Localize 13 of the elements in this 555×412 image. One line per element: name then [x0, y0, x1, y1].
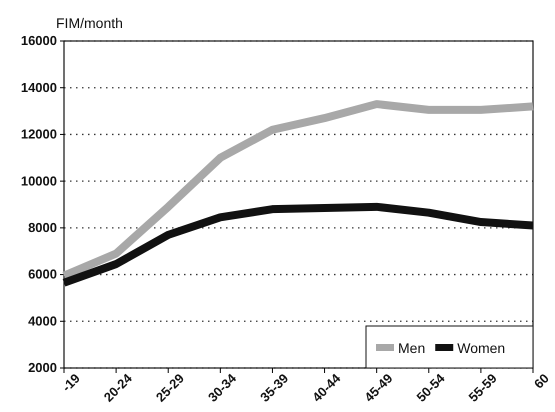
y-axis-title: FIM/month: [56, 15, 123, 31]
y-tick-label: 14000: [20, 80, 57, 95]
y-tick-label: 16000: [20, 33, 57, 48]
x-tick-label: -19: [58, 370, 83, 395]
legend-label: Men: [398, 340, 426, 356]
y-tick-label: 8000: [28, 220, 57, 236]
x-tick-label: 60: [530, 370, 552, 392]
y-tick-label: 6000: [28, 266, 57, 282]
y-tick-label: 12000: [20, 126, 57, 142]
y-tick-label: 10000: [20, 173, 57, 188]
y-tick-label: 2000: [28, 360, 57, 376]
legend-label: Women: [457, 340, 506, 356]
y-tick-label: 4000: [28, 313, 57, 328]
